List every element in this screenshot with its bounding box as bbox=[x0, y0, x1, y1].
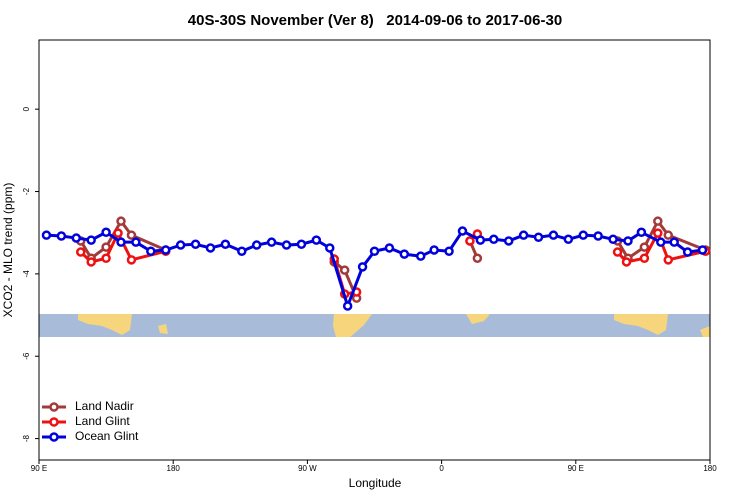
data-point bbox=[220, 239, 231, 249]
data-point bbox=[175, 240, 186, 250]
y-tick-label: 0 bbox=[22, 106, 31, 111]
data-point bbox=[384, 243, 395, 253]
data-point bbox=[578, 230, 589, 240]
legend-label: Land Nadir bbox=[75, 399, 134, 413]
data-point bbox=[612, 247, 623, 257]
data-point bbox=[101, 253, 111, 263]
land-shape bbox=[700, 326, 710, 337]
y-tick-label: -6 bbox=[22, 352, 31, 360]
data-point bbox=[636, 227, 647, 238]
y-tick-label: -4 bbox=[22, 270, 31, 278]
data-point bbox=[623, 236, 633, 246]
data-point bbox=[608, 234, 618, 245]
data-point bbox=[533, 232, 544, 242]
data-point bbox=[126, 255, 137, 265]
series-line bbox=[79, 218, 707, 299]
y-tick-label: -2 bbox=[22, 187, 31, 195]
data-point bbox=[311, 235, 322, 245]
data-point bbox=[325, 243, 335, 253]
data-point bbox=[503, 236, 514, 246]
data-point bbox=[669, 237, 679, 247]
data-point bbox=[429, 245, 439, 255]
data-point bbox=[101, 242, 111, 252]
data-point bbox=[116, 216, 126, 226]
x-axis-label: Longitude bbox=[349, 476, 402, 490]
legend-label: Land Glint bbox=[75, 414, 130, 428]
legend-marker bbox=[49, 432, 59, 442]
data-point bbox=[663, 230, 673, 240]
data-point bbox=[76, 247, 86, 257]
data-point bbox=[251, 240, 262, 250]
y-tick-label: -8 bbox=[22, 434, 31, 442]
data-point bbox=[475, 235, 486, 245]
x-tick-label: 180 bbox=[703, 464, 717, 473]
data-point bbox=[457, 226, 468, 236]
x-tick-label: 90 W bbox=[298, 464, 317, 473]
data-point bbox=[281, 240, 292, 250]
ocean-background bbox=[39, 314, 710, 337]
data-point bbox=[86, 235, 96, 245]
data-point bbox=[656, 237, 666, 247]
data-point bbox=[41, 230, 52, 240]
data-point bbox=[444, 246, 454, 256]
land-shape bbox=[158, 324, 168, 334]
x-tick-label: 180 bbox=[167, 464, 181, 473]
y-axis-label: XCO2 - MLO trend (ppm) bbox=[1, 183, 15, 318]
data-point bbox=[489, 234, 499, 245]
data-point bbox=[56, 231, 67, 241]
data-point bbox=[548, 230, 559, 240]
data-point bbox=[205, 243, 216, 253]
data-point bbox=[563, 234, 574, 245]
legend-label: Ocean Glint bbox=[75, 429, 139, 443]
data-point bbox=[342, 301, 353, 311]
data-point bbox=[113, 228, 123, 238]
data-point bbox=[472, 253, 483, 263]
land-shape bbox=[78, 314, 132, 335]
data-point bbox=[160, 245, 171, 255]
data-point bbox=[682, 247, 693, 257]
land-shape bbox=[614, 314, 668, 335]
data-point bbox=[399, 249, 410, 259]
legend-marker bbox=[49, 417, 59, 427]
land-shape bbox=[466, 314, 490, 324]
data-point bbox=[71, 233, 82, 243]
data-point bbox=[190, 239, 201, 249]
data-point bbox=[697, 245, 708, 255]
data-point bbox=[369, 246, 380, 256]
map-strip bbox=[39, 314, 710, 337]
data-point bbox=[415, 251, 426, 261]
data-point bbox=[266, 237, 277, 247]
data-point bbox=[653, 216, 663, 226]
x-tick-label: 90 E bbox=[31, 464, 47, 473]
data-point bbox=[131, 237, 141, 247]
data-point bbox=[237, 246, 247, 256]
data-point bbox=[639, 242, 650, 252]
chart-title: 40S-30S November (Ver 8) 2014-09-06 to 2… bbox=[188, 12, 562, 29]
data-point bbox=[101, 227, 111, 238]
data-point bbox=[357, 262, 368, 272]
x-tick-label: 0 bbox=[439, 464, 444, 473]
data-point bbox=[116, 237, 126, 247]
land-shape bbox=[333, 314, 372, 337]
legend-marker bbox=[49, 402, 59, 412]
data-point bbox=[465, 236, 475, 246]
data-point bbox=[86, 257, 96, 267]
data-point bbox=[653, 228, 663, 238]
x-tick-label: 90 E bbox=[568, 464, 584, 473]
data-point bbox=[296, 239, 307, 249]
data-point bbox=[339, 265, 350, 275]
data-point bbox=[639, 253, 650, 263]
data-point bbox=[146, 246, 156, 256]
data-point bbox=[593, 231, 603, 241]
data-point bbox=[663, 255, 673, 265]
data-point bbox=[126, 230, 137, 240]
data-point bbox=[518, 230, 529, 240]
data-point bbox=[621, 257, 632, 267]
